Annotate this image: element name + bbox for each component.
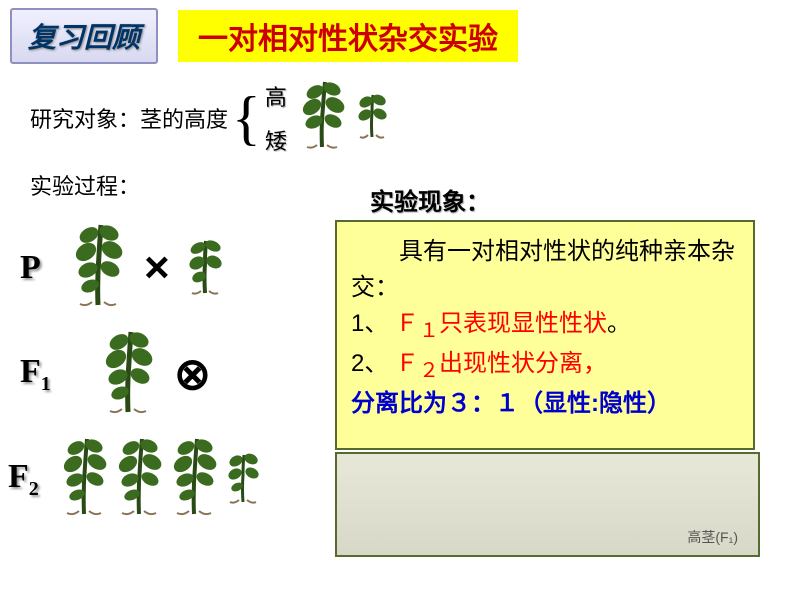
result-line1: 1、 Ｆ１只表现显性性状。 — [351, 306, 739, 346]
short-label: 矮 — [265, 124, 287, 156]
bottom-caption: 高茎(F₁) — [687, 527, 738, 547]
size-labels: 高 矮 — [265, 80, 287, 156]
header-row: 复习回顾 一对相对性状杂交实验 — [0, 0, 800, 72]
result-box: 具有一对相对性状的纯种亲本杂交： 1、 Ｆ１只表现显性性状。 2、 Ｆ２出现性状… — [335, 220, 755, 450]
self-cross-symbol: ⊗ — [174, 349, 211, 400]
title-box: 一对相对性状杂交实验 — [178, 10, 518, 62]
f1-generation-row: F1 ⊗ — [20, 327, 340, 422]
f2-tall-plant-1-icon — [58, 434, 113, 524]
f2-label: F2 — [8, 458, 58, 501]
study-row: 研究对象：茎的高度 { 高 矮 — [0, 72, 800, 163]
p-tall-plant-icon — [70, 220, 130, 315]
f2-generation-row: F2 — [8, 434, 340, 524]
study-object-label: 研究对象：茎的高度 — [30, 102, 228, 134]
f1-plant-icon — [100, 327, 160, 422]
result-line3: 分离比为３：１（显性:隐性） — [351, 386, 739, 422]
result-intro: 具有一对相对性状的纯种亲本杂交： — [351, 234, 739, 306]
p-short-plant-icon — [184, 233, 226, 303]
cross-symbol: × — [144, 243, 170, 293]
tall-label: 高 — [265, 80, 287, 112]
plant-short-icon — [352, 87, 392, 148]
phenomenon-label: 实验现象： — [370, 182, 490, 217]
p-label: P — [20, 249, 70, 287]
f1-label: F1 — [20, 353, 70, 396]
review-box: 复习回顾 — [10, 8, 158, 64]
plant-tall-icon — [297, 77, 352, 158]
bracket-icon: { — [232, 93, 261, 143]
f2-tall-plant-2-icon — [113, 434, 168, 524]
bottom-image-area: 高茎(F₁) — [335, 452, 760, 557]
result-line2: 2、 Ｆ２出现性状分离， — [351, 346, 739, 386]
f2-short-plant-icon — [223, 447, 263, 512]
p-generation-row: P × — [20, 220, 340, 315]
page-title: 一对相对性状杂交实验 — [198, 23, 498, 56]
review-label: 复习回顾 — [28, 23, 140, 54]
experiment-diagram: P × — [20, 220, 340, 536]
f2-tall-plant-3-icon — [168, 434, 223, 524]
